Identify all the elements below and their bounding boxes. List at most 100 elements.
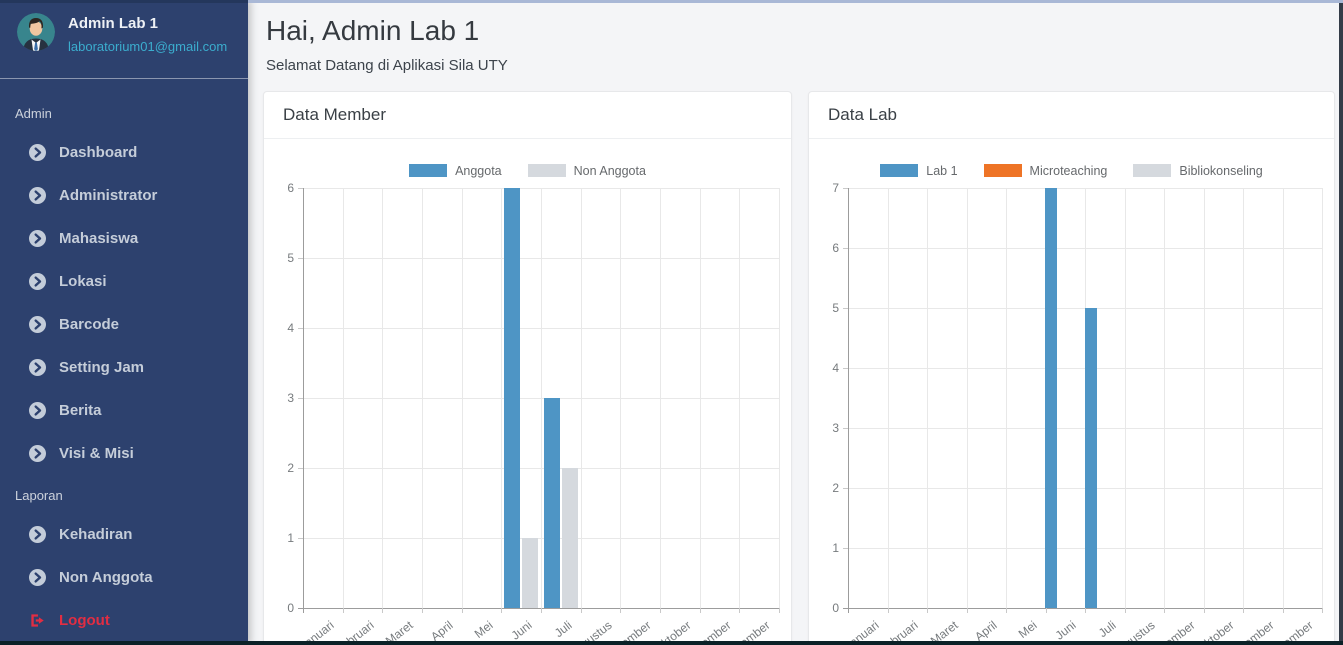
gridline-vertical <box>580 188 582 608</box>
avatar <box>17 13 55 51</box>
gridline-vertical <box>541 188 542 608</box>
gridline-vertical <box>660 188 661 608</box>
sidebar-item-non-anggota[interactable]: Non Anggota <box>0 556 248 599</box>
sidebar-item-setting-jam[interactable]: Setting Jam <box>0 346 248 389</box>
user-panel: Admin Lab 1 laboratorium01@gmail.com <box>0 0 248 54</box>
user-avatar-icon <box>17 13 55 51</box>
y-axis-label: 3 <box>832 421 839 435</box>
x-tick <box>1045 608 1047 613</box>
gridline-vertical <box>1203 188 1205 608</box>
x-tick <box>303 608 304 613</box>
legend-item-anggota[interactable]: Anggota <box>409 164 502 178</box>
y-tick <box>298 398 303 399</box>
gridline-vertical <box>739 188 741 608</box>
y-axis-label: 1 <box>287 531 294 545</box>
data-lab-chart: Lab 1 Microteaching Bibliokonseling 0 1 2 3 4 5 6… <box>809 139 1334 645</box>
sidebar-item-dashboard[interactable]: Dashboard <box>0 131 248 174</box>
sidebar: Admin Lab 1 laboratorium01@gmail.com Adm… <box>0 0 248 645</box>
x-tick <box>422 608 423 613</box>
chart-legend: Anggota Non Anggota <box>264 163 791 178</box>
y-tick <box>298 188 303 189</box>
y-axis-label: 7 <box>832 181 839 195</box>
x-tick <box>342 608 344 613</box>
gridline-vertical <box>501 188 503 608</box>
x-axis-label-mei: Mei <box>471 618 496 641</box>
x-axis-label-juni: Juni <box>1052 618 1079 643</box>
main-content: Hai, Admin Lab 1 Selamat Datang di Aplik… <box>248 0 1343 645</box>
x-tick <box>580 608 582 613</box>
legend-item-bibliokonseling[interactable]: Bibliokonseling <box>1133 163 1263 178</box>
page-subtitle: Selamat Datang di Aplikasi Sila UTY <box>266 57 508 74</box>
y-tick <box>843 548 848 549</box>
y-tick <box>843 608 848 609</box>
gridline-vertical <box>382 188 384 608</box>
chevron-circle-icon <box>29 143 46 161</box>
data-member-chart: Anggota Non Anggota 0 1 2 3 4 5 6 Januari Februari… <box>264 139 791 645</box>
section-label-admin: Admin <box>15 105 52 121</box>
gridline-vertical <box>1282 188 1284 608</box>
sidebar-item-barcode[interactable]: Barcode <box>0 303 248 346</box>
logout-icon <box>31 614 44 627</box>
legend-label: Bibliokonseling <box>1179 163 1263 178</box>
y-tick <box>298 538 303 539</box>
y-axis-label: 1 <box>832 541 839 555</box>
sidebar-item-kehadiran[interactable]: Kehadiran <box>0 513 248 556</box>
sidebar-item-label: Non Anggota <box>59 568 153 586</box>
x-tick <box>1282 608 1284 613</box>
chevron-circle-icon <box>29 272 46 290</box>
window-frame-bottom <box>0 641 1343 645</box>
gridline-vertical <box>422 188 423 608</box>
x-tick <box>848 608 849 613</box>
y-axis-label: 0 <box>287 601 294 615</box>
gridline-vertical <box>342 188 344 608</box>
x-tick <box>1203 608 1205 613</box>
gridline-vertical <box>1006 188 1007 608</box>
x-tick <box>779 608 780 613</box>
chevron-circle-icon <box>29 525 46 543</box>
y-axis-label: 2 <box>832 481 839 495</box>
sidebar-item-label: Visi & Misi <box>59 444 134 462</box>
gridline-vertical <box>966 188 968 608</box>
x-axis-label-april: April <box>972 618 1000 644</box>
y-tick <box>843 188 848 189</box>
x-tick <box>1164 608 1165 613</box>
legend-label: Anggota <box>455 163 502 178</box>
legend-swatch <box>409 164 448 177</box>
legend-item-non-anggota[interactable]: Non Anggota <box>527 164 646 178</box>
sidebar-item-label: Barcode <box>59 315 120 333</box>
data-lab-card: Data Lab Lab 1 Microteaching Bibliokonseli… <box>808 91 1335 645</box>
x-tick <box>699 608 701 613</box>
x-tick <box>966 608 968 613</box>
y-tick <box>298 468 303 469</box>
chevron-circle-icon <box>29 186 46 204</box>
x-tick <box>1322 608 1323 613</box>
chevron-circle-icon <box>29 315 46 333</box>
y-axis-label: 5 <box>832 301 839 315</box>
sidebar-item-mahasiswa[interactable]: Mahasiswa <box>0 217 248 260</box>
chevron-circle-icon <box>29 401 46 419</box>
x-axis-label-juli: Juli <box>551 618 575 641</box>
legend-item-microteaching[interactable]: Microteaching <box>983 164 1107 178</box>
chevron-circle-icon <box>29 444 46 462</box>
y-tick <box>843 308 848 309</box>
sidebar-item-label: Mahasiswa <box>59 229 139 247</box>
x-tick <box>660 608 661 613</box>
data-member-card-title: Data Member <box>264 92 791 139</box>
sidebar-item-logout[interactable]: Logout <box>0 599 248 642</box>
x-tick <box>501 608 503 613</box>
y-tick <box>843 488 848 489</box>
x-tick <box>1006 608 1007 613</box>
sidebar-item-berita[interactable]: Berita <box>0 389 248 432</box>
sidebar-item-label: Setting Jam <box>59 358 145 376</box>
sidebar-item-visi-misi[interactable]: Visi & Misi <box>0 432 248 475</box>
sidebar-item-lokasi[interactable]: Lokasi <box>0 260 248 303</box>
gridline-vertical <box>303 188 304 608</box>
sidebar-item-administrator[interactable]: Administrator <box>0 174 248 217</box>
x-axis-label-mei: Mei <box>1015 618 1040 641</box>
gridline-vertical <box>927 188 928 608</box>
gridline-vertical <box>779 188 780 608</box>
y-axis-label: 5 <box>287 251 294 265</box>
x-tick <box>461 608 463 613</box>
y-axis-label: 6 <box>832 241 839 255</box>
legend-item-lab-1[interactable]: Lab 1 <box>880 164 958 178</box>
